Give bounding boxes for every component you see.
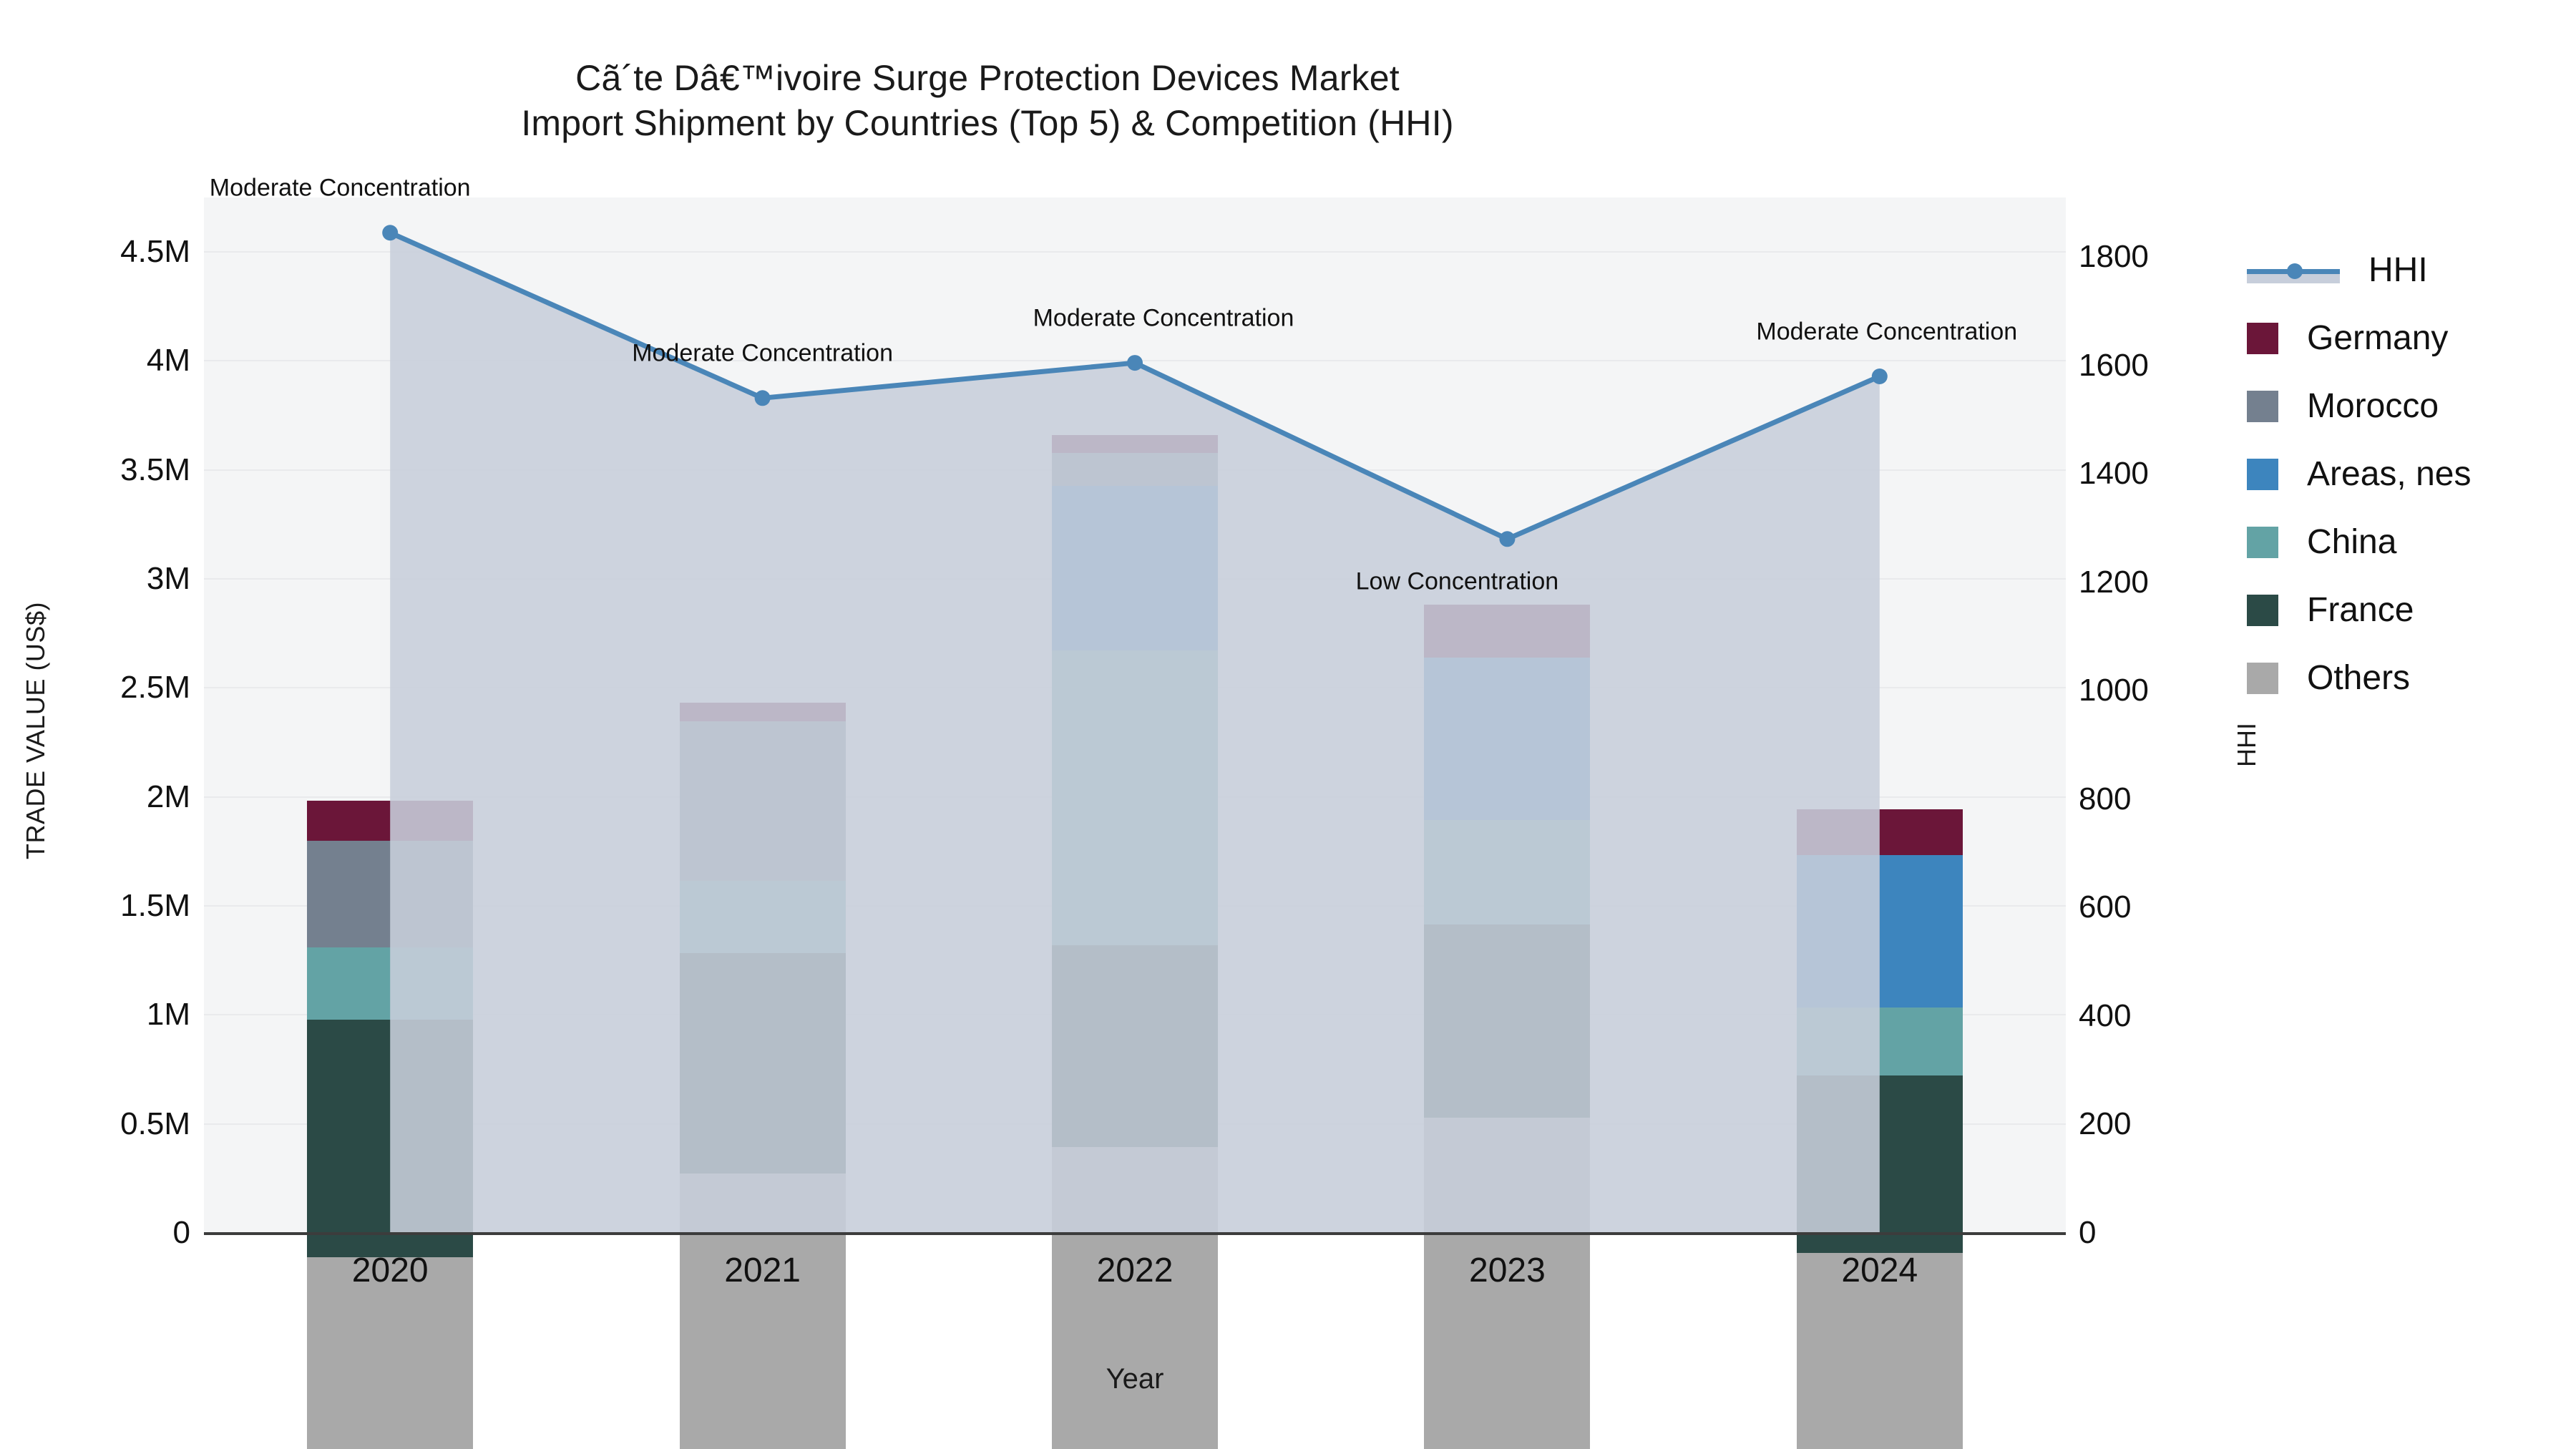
bar-segment[interactable] (1796, 1075, 1963, 1253)
x-axis-tick-label: 2024 (1841, 1252, 1918, 1289)
bar-segment[interactable] (679, 952, 846, 1174)
legend-item-label: Germany (2307, 319, 2449, 357)
concentration-label: Moderate Concentration (1756, 318, 2018, 346)
y-axis-left-tick-label: 2.5M (120, 670, 190, 706)
y-axis-right-tick-label: 0 (2079, 1215, 2097, 1250)
legend-color-swatch-icon (2247, 594, 2278, 626)
y-axis-left-tick-label: 2M (146, 779, 190, 814)
legend-color-swatch-icon (2247, 526, 2278, 558)
bar-segment[interactable] (1424, 924, 1591, 1118)
y-axis-left-tick-label: 0.5M (120, 1106, 190, 1141)
bar-segment[interactable] (1796, 1252, 1963, 1449)
y-axis-left-title: TRADE VALUE (US$) (21, 602, 50, 859)
bar-segment[interactable] (307, 1257, 474, 1449)
legend-item-label: Morocco (2307, 387, 2439, 425)
legend-item[interactable]: Germany (2247, 304, 2471, 372)
y-axis-right-tick-label: 800 (2079, 781, 2132, 816)
x-axis-tick-label: 2020 (351, 1252, 429, 1289)
bar-segment[interactable] (679, 721, 846, 882)
legend-item-label: HHI (2368, 251, 2428, 289)
concentration-label: Low Concentration (1355, 567, 1559, 595)
legend-item[interactable]: HHI (2247, 236, 2471, 304)
chart-title-line-1: Cã´te Dâ€™ivoire Surge Protection Device… (575, 58, 1400, 98)
y-axis-right-tick-label: 1800 (2079, 239, 2149, 275)
chart-title: Cã´te Dâ€™ivoire Surge Protection Device… (0, 56, 1975, 146)
x-axis-line (204, 1232, 2066, 1235)
bar-segment[interactable] (307, 800, 474, 841)
y-axis-left-tick-label: 0 (172, 1215, 190, 1250)
bar-segment[interactable] (1052, 1147, 1218, 1449)
bar-segment[interactable] (1052, 485, 1218, 650)
bar-segment[interactable] (307, 841, 474, 948)
y-axis-right-tick-label: 1400 (2079, 456, 2149, 492)
y-axis-right-ticks: 0 200 400 600 800 1000 1200 1400 1600 1800 (2079, 0, 2293, 1449)
y-axis-right-tick-label: 600 (2079, 889, 2132, 925)
y-axis-left-tick-label: 3M (146, 561, 190, 597)
concentration-label: Moderate Concentration (1033, 304, 1294, 332)
bar-segment[interactable] (1052, 435, 1218, 453)
y-axis-left-tick-label: 1.5M (120, 888, 190, 924)
x-axis-title: Year (1106, 1363, 1164, 1395)
bar-segment[interactable] (679, 1173, 846, 1449)
legend-item-label: France (2307, 591, 2414, 629)
bar-segment[interactable] (307, 947, 474, 1020)
y-axis-left-tick-label: 1M (146, 997, 190, 1033)
bar-segment[interactable] (679, 881, 846, 953)
legend-color-swatch-icon (2247, 322, 2278, 354)
x-axis-tick-label: 2023 (1469, 1252, 1546, 1289)
legend-color-swatch-icon (2247, 662, 2278, 694)
legend-line-marker-icon (2247, 255, 2340, 286)
y-axis-right-tick-label: 400 (2079, 997, 2132, 1033)
legend-item-label: China (2307, 523, 2397, 561)
y-axis-left-tick-label: 4.5M (120, 234, 190, 270)
bar-segment[interactable] (679, 702, 846, 721)
chart-title-line-2: Import Shipment by Countries (Top 5) & C… (521, 103, 1454, 143)
legend: HHI Germany Morocco Areas, nes China France Ot… (2247, 236, 2471, 712)
bar-segment[interactable] (1052, 945, 1218, 1148)
y-axis-left-ticks: 0 0.5M 1M 1.5M 2M 2.5M 3M 3.5M 4M 4.5M (0, 0, 192, 1449)
bar-segment[interactable] (307, 1019, 474, 1257)
bar-segment[interactable] (1052, 452, 1218, 486)
bar-segment[interactable] (1796, 809, 1963, 855)
concentration-label: Moderate Concentration (209, 174, 471, 202)
y-axis-right-tick-label: 1200 (2079, 564, 2149, 600)
x-axis-tick-label: 2022 (1096, 1252, 1174, 1289)
legend-item-label: Others (2307, 659, 2411, 697)
bar-segment[interactable] (1796, 854, 1963, 1008)
bar-segment[interactable] (1424, 820, 1591, 925)
legend-item[interactable]: Areas, nes (2247, 440, 2471, 508)
legend-color-swatch-icon (2247, 390, 2278, 422)
y-axis-left-tick-label: 3.5M (120, 452, 190, 487)
legend-item-label: Areas, nes (2307, 455, 2472, 493)
legend-item[interactable]: Morocco (2247, 372, 2471, 440)
bar-segment[interactable] (1424, 658, 1591, 821)
concentration-label: Moderate Concentration (632, 339, 893, 367)
y-axis-right-tick-label: 1000 (2079, 673, 2149, 708)
bar-segment[interactable] (1424, 604, 1591, 658)
legend-color-swatch-icon (2247, 458, 2278, 490)
legend-item[interactable]: China (2247, 508, 2471, 576)
bar-segment[interactable] (1052, 650, 1218, 946)
bar-segment[interactable] (1796, 1008, 1963, 1075)
y-axis-right-tick-label: 1600 (2079, 347, 2149, 383)
legend-item[interactable]: Others (2247, 644, 2471, 712)
y-axis-left-tick-label: 4M (146, 343, 190, 379)
y-axis-right-tick-label: 200 (2079, 1106, 2132, 1142)
legend-item[interactable]: France (2247, 576, 2471, 644)
x-axis-tick-label: 2021 (724, 1252, 801, 1289)
